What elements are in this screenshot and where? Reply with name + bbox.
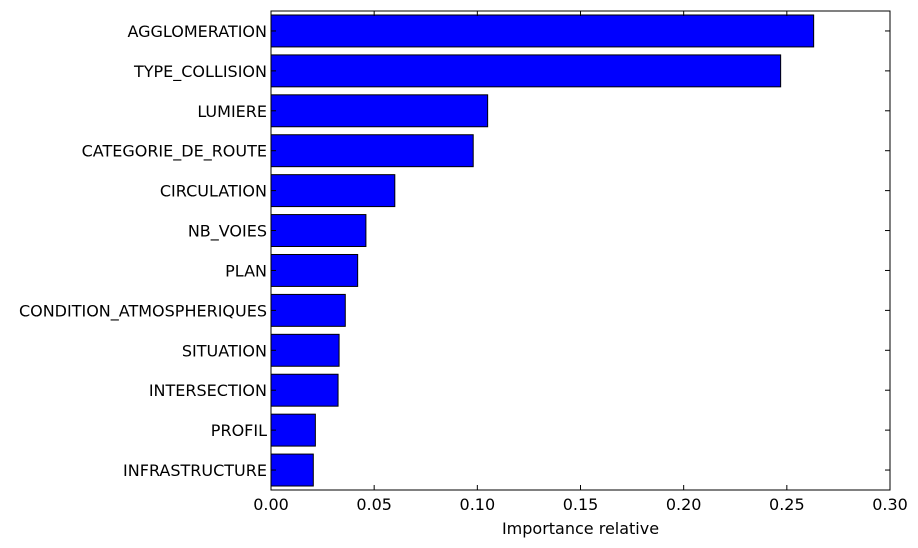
x-tick-label: 0.15 [563,495,599,514]
bar-situation [270,333,340,367]
bar-profil [270,413,316,447]
category-label: AGGLOMERATION [127,22,267,41]
x-tick-label: 0.25 [769,495,805,514]
bar-intersection [270,373,339,407]
x-tick-label: 0.00 [253,495,289,514]
bar-plan [270,253,359,287]
category-label: PROFIL [211,421,267,440]
x-axis-label: Importance relative [502,519,659,538]
x-tick-label: 0.10 [460,495,496,514]
category-label: SITUATION [182,341,267,360]
ticks-group [270,11,891,490]
x-tick-label: 0.20 [666,495,702,514]
bars-group [270,14,815,487]
category-label: CATEGORIE_DE_ROUTE [82,142,267,162]
category-labels-group: AGGLOMERATION TYPE_COLLISION LUMIERE CATEGO… [19,22,267,480]
x-tick-label: 0.05 [356,495,392,514]
category-label: NB_VOIES [188,222,267,242]
bar-agglomeration [270,14,815,48]
bar-categorie-de-route [270,134,474,168]
bar-nb-voies [270,214,367,248]
bar-circulation [270,174,396,208]
category-label: LUMIERE [197,102,267,121]
category-label: INFRASTRUCTURE [123,461,267,480]
bar-condition-atmospheriques [270,293,346,327]
bar-infrastructure [270,453,314,487]
category-label: PLAN [225,261,267,280]
category-label: TYPE_COLLISION [133,62,267,82]
x-tick-label: 0.30 [872,495,908,514]
category-label: CIRCULATION [160,182,267,201]
bar-lumiere [270,94,489,128]
x-tick-labels-group: 0.00 0.05 0.10 0.15 0.20 0.25 0.30 [253,495,908,514]
category-label: INTERSECTION [149,381,267,400]
category-label: CONDITION_ATMOSPHERIQUES [19,301,267,321]
bar-type-collision [270,54,782,88]
